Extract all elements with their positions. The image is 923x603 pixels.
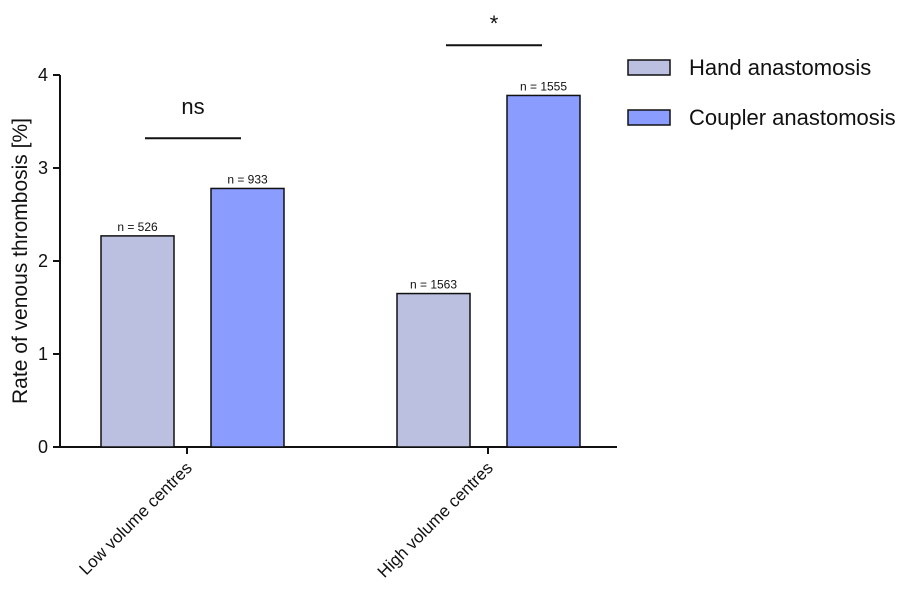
- data-label: n = 933: [227, 172, 268, 186]
- y-tick-label: 1: [38, 344, 48, 364]
- legend-label: Coupler anastomosis: [689, 105, 896, 130]
- legend-swatch: [627, 109, 671, 126]
- bars: n = 526 n = 1563 n = 933 n = 1555: [100, 79, 581, 448]
- legend-label: Hand anastomosis: [689, 55, 871, 80]
- y-ticks: 0 1 2 3 4: [38, 65, 60, 457]
- x-tick-label: High volume centres: [374, 458, 497, 581]
- bar-hand-low: [100, 235, 175, 448]
- data-label: n = 1563: [410, 278, 457, 292]
- y-tick-label: 4: [38, 65, 48, 85]
- bar-coupler-high: [506, 94, 581, 448]
- x-tick-label: Low volume centres: [75, 458, 195, 578]
- y-tick-label: 0: [38, 437, 48, 457]
- significance-label: *: [490, 11, 499, 36]
- legend-swatch: [627, 59, 671, 76]
- significance-annotations: ns *: [145, 11, 542, 140]
- legend: Hand anastomosis Coupler anastomosis: [627, 55, 896, 130]
- y-tick-label: 3: [38, 158, 48, 178]
- y-tick-label: 2: [38, 251, 48, 271]
- data-label: n = 1555: [520, 79, 567, 93]
- y-axis-label: Rate of venous thrombosis [%]: [9, 118, 32, 404]
- significance-label: ns: [181, 94, 204, 119]
- x-ticks: Low volume centres High volume centres: [75, 447, 497, 581]
- bar-hand-high: [396, 292, 471, 448]
- bar-coupler-low: [210, 187, 285, 448]
- data-label: n = 526: [117, 220, 158, 234]
